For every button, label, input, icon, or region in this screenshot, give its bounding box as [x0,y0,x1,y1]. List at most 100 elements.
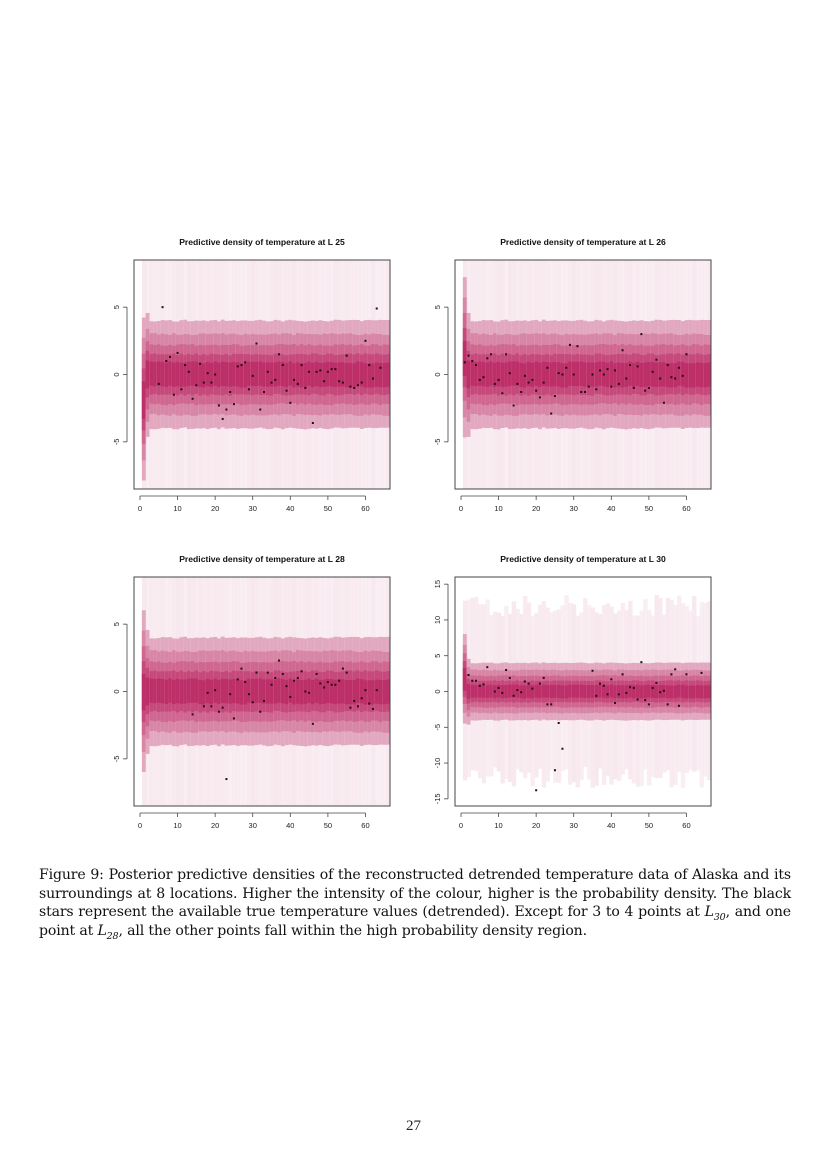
data-point [505,669,508,672]
y-tick-label: 5 [112,622,121,626]
data-point [640,333,643,336]
data-point [677,704,680,707]
data-point [629,686,632,689]
data-point [647,703,650,706]
data-point [670,673,673,676]
data-point [561,747,564,750]
data-point [255,671,258,674]
data-point [326,681,329,684]
data-point [625,377,628,380]
data-point [311,722,314,725]
y-axis: -5 0 5 [112,305,128,445]
chart-panel-l28: Predictive density of temperature at L 2… [100,547,420,847]
chart-l30: Predictive density of temperature at L 3… [433,554,712,830]
data-point [375,689,378,692]
y-tick-label: 15 [433,580,442,588]
data-point [475,679,478,682]
data-point [647,386,650,389]
data-point [289,695,292,698]
data-point [644,699,647,702]
data-point [617,382,620,385]
data-point [621,349,624,352]
x-axis: 0 10 20 30 40 50 60 [138,495,370,513]
data-point [535,789,538,792]
data-point [632,686,635,689]
data-point [538,396,541,399]
caption-mid: , and one point at [39,904,791,939]
data-point [512,404,515,407]
data-point [486,666,489,669]
page-number: 27 [406,1118,421,1134]
x-tick-label: 60 [682,821,690,830]
data-point [621,673,624,676]
data-point [244,361,247,364]
x-tick-label: 20 [211,821,219,830]
data-point [508,372,511,375]
data-point [278,353,281,356]
data-point [247,388,250,391]
data-point [293,378,296,381]
data-point [557,721,560,724]
data-point [330,368,333,371]
data-point [202,381,205,384]
data-point [323,686,326,689]
plot-frame [133,576,391,807]
data-point [371,377,374,380]
data-point [527,381,530,384]
data-point [232,403,235,406]
data-point [296,382,299,385]
data-point [659,377,662,380]
data-point [666,703,669,706]
observed-points [463,333,688,415]
data-point [266,370,269,373]
x-tick-label: 10 [494,504,502,513]
data-point [345,354,348,357]
x-tick-label: 50 [645,821,653,830]
data-point [311,421,314,424]
data-point [270,683,273,686]
data-point [315,370,318,373]
observed-points [467,661,703,792]
data-point [191,713,194,716]
data-point [259,710,262,713]
data-point [572,373,575,376]
data-point [191,397,194,400]
data-point [629,364,632,367]
data-point [677,366,680,369]
chart-panel-l26: Predictive density of temperature at L 2… [421,230,741,530]
data-point [640,661,643,664]
data-point [285,685,288,688]
data-point [247,693,250,696]
data-point [184,364,187,367]
data-point [655,358,658,361]
y-tick-label: -10 [433,758,442,769]
x-tick-label: 0 [138,504,142,513]
x-tick-label: 30 [570,821,578,830]
data-point [659,691,662,694]
data-point [520,691,523,694]
y-axis: -5 0 5 [112,622,128,762]
figure-label: Figure 9: [39,867,104,883]
x-tick-label: 50 [645,504,653,513]
x-tick-label: 10 [173,821,181,830]
data-point [467,674,470,677]
data-point [632,386,635,389]
data-point [497,686,500,689]
data-point [229,391,232,394]
x-tick-label: 0 [459,821,463,830]
data-point [274,378,277,381]
data-point [304,690,307,693]
data-point [281,364,284,367]
x-axis: 0 10 20 30 40 50 60 [138,812,370,830]
x-tick-label: 60 [361,504,369,513]
x-tick-label: 20 [532,821,540,830]
data-point [202,705,205,708]
data-point [595,694,598,697]
data-point [244,681,247,684]
chart-title: Predictive density of temperature at L 2… [179,237,345,247]
data-point [644,389,647,392]
chart-title: Predictive density of temperature at L 2… [500,237,666,247]
data-point [379,366,382,369]
math-l28: L28 [97,922,119,942]
data-point [538,682,541,685]
